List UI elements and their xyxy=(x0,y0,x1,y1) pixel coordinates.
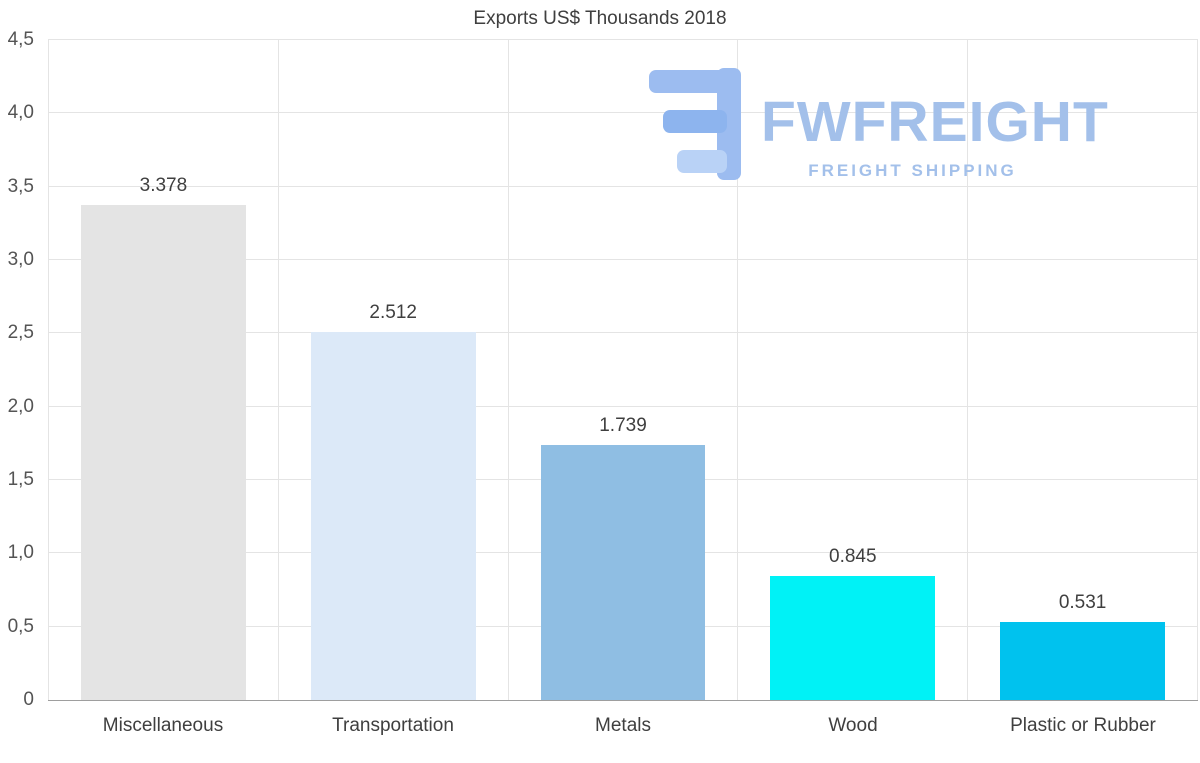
fwfreight-logo-icon xyxy=(649,68,741,180)
y-tick-label: 3,5 xyxy=(7,175,34,197)
column-metals: 1.739 xyxy=(507,40,738,700)
y-tick-label: 4,0 xyxy=(7,102,34,124)
bar-transportation xyxy=(310,331,476,700)
bar-value-label: 2.512 xyxy=(369,301,417,323)
gridline-horizontal xyxy=(48,259,1198,260)
bar-miscellaneous xyxy=(81,204,246,700)
gridline-horizontal xyxy=(48,332,1198,334)
column-plastic-or-rubber: 0.531 xyxy=(967,40,1198,700)
y-tick-label: 2,5 xyxy=(7,322,34,344)
x-axis-labels: Miscellaneous Transportation Metals Wood Pla… xyxy=(48,701,1198,763)
x-tick-label-wood: Wood xyxy=(828,715,878,736)
watermark-tagline: FREIGHT SHIPPING xyxy=(808,161,1017,180)
x-tick-label-metals: Metals xyxy=(595,715,651,736)
watermark-logo: FWFREIGHT FREIGHT SHIPPING xyxy=(645,68,1109,181)
watermark-text: FWFREIGHT FREIGHT SHIPPING xyxy=(761,68,1109,181)
x-tick-label-transportation: Transportation xyxy=(332,715,454,736)
gridline-horizontal xyxy=(48,39,1198,40)
column-miscellaneous: 3.378 xyxy=(48,40,278,700)
watermark-brand: FWFREIGHT xyxy=(761,90,1109,154)
bar-value-label: 0.531 xyxy=(1058,592,1107,614)
plot-area: 3.378 2.512 1.739 0.845 0.531 xyxy=(48,39,1198,701)
y-tick-label: 0,5 xyxy=(7,615,34,637)
x-tick-label-miscellaneous: Miscellaneous xyxy=(102,715,224,736)
column-transportation: 2.512 xyxy=(277,40,508,700)
y-tick-label: 3,0 xyxy=(7,249,34,270)
gridline-horizontal xyxy=(48,405,1198,407)
y-tick-label: 1,0 xyxy=(7,542,34,564)
gridline-horizontal xyxy=(48,112,1198,114)
y-axis-labels: 0 0,5 1,0 1,5 2,0 2,5 3,0 3,5 4,0 4,5 xyxy=(0,29,42,710)
bar-metals xyxy=(540,444,706,700)
bar-value-label: 1.739 xyxy=(599,414,647,436)
bar-value-label: 0.845 xyxy=(829,546,877,568)
y-tick-label: 1,5 xyxy=(7,469,34,490)
bar-wood xyxy=(770,576,936,700)
bar-plastic-or-rubber xyxy=(1000,622,1165,700)
chart-title: Exports US$ Thousands 2018 xyxy=(473,8,727,29)
x-tick-label-plastic-or-rubber: Plastic or Rubber xyxy=(1010,715,1156,736)
y-tick-label: 0 xyxy=(23,689,34,710)
columns: 3.378 2.512 1.739 0.845 0.531 xyxy=(48,40,1198,700)
y-tick-label: 2,0 xyxy=(7,395,34,417)
bar-value-label: 3.378 xyxy=(139,174,188,196)
gridline-horizontal xyxy=(48,185,1198,187)
column-wood: 0.845 xyxy=(737,40,967,700)
y-tick-label: 4,5 xyxy=(7,29,34,50)
